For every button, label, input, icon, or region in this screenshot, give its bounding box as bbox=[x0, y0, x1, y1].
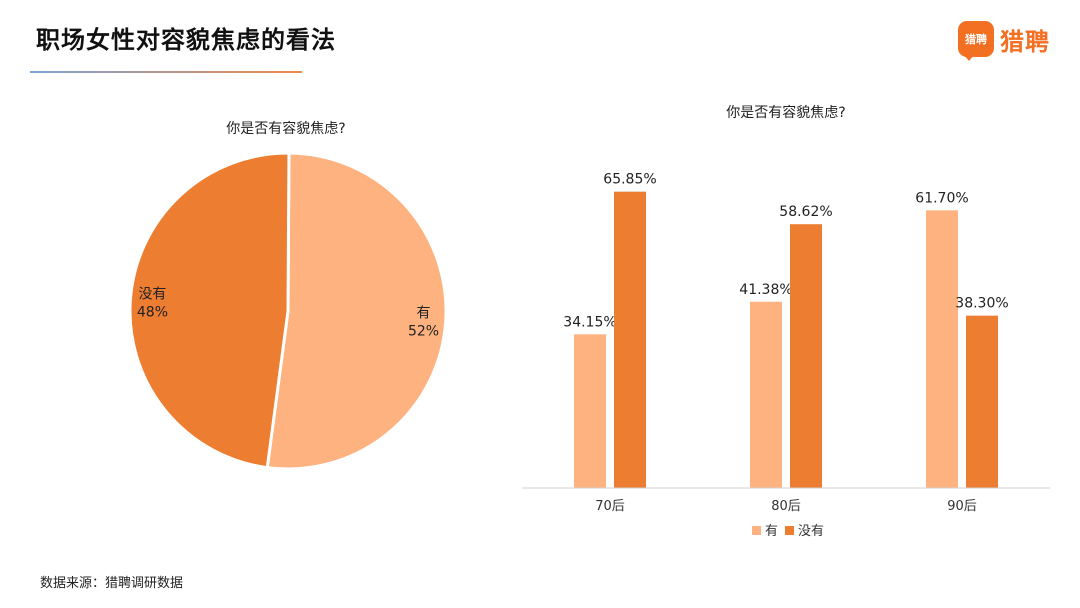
bar-value-label-meiyou-1: 58.62% bbox=[779, 204, 832, 220]
pie-slice-value-0: 52% bbox=[408, 323, 439, 339]
legend-swatch-you bbox=[752, 526, 761, 535]
legend-label-meiyou: 没有 bbox=[798, 524, 824, 539]
bar-you-2 bbox=[926, 210, 958, 488]
bar-you-1 bbox=[750, 301, 782, 488]
bar-you-0 bbox=[574, 334, 606, 488]
bar-meiyou-1 bbox=[790, 224, 822, 488]
pie-slice-label-0: 有 bbox=[417, 305, 431, 321]
bar-value-label-you-0: 34.15% bbox=[563, 314, 616, 330]
bar-meiyou-0 bbox=[614, 191, 646, 489]
page-title: 职场女性对容貌焦虑的看法 bbox=[36, 26, 336, 54]
x-tick-label-80s: 80后 bbox=[771, 499, 801, 514]
pie-chart: 有 52% 没有 48% bbox=[128, 151, 448, 471]
legend-swatch-meiyou bbox=[785, 526, 794, 535]
legend-label-you: 有 bbox=[765, 524, 778, 539]
bar-meiyou-2 bbox=[966, 315, 998, 488]
pie-slice-value-1: 48% bbox=[137, 305, 168, 321]
bar-value-label-you-2: 61.70% bbox=[915, 190, 968, 206]
pie-slice-label-1: 没有 bbox=[138, 287, 166, 303]
title-underline bbox=[30, 71, 302, 73]
x-tick-label-90s: 90后 bbox=[947, 499, 977, 514]
bar-chart: 34.15% 65.85% 41.38% 58.62% 61.70% 38.30% bbox=[563, 172, 1009, 489]
liepin-logo: 猎聘 猎聘 bbox=[958, 20, 1050, 61]
pie-chart-title: 你是否有容貌焦虑? bbox=[226, 120, 345, 137]
data-source-note: 数据来源：猎聘调研数据 bbox=[40, 576, 184, 591]
x-tick-label-70s: 70后 bbox=[595, 499, 625, 514]
logo-chat-bubble-icon: 猎聘 bbox=[958, 21, 994, 61]
pie-slice-1 bbox=[128, 151, 291, 470]
pie-slice-0 bbox=[265, 151, 448, 471]
bar-value-label-you-1: 41.38% bbox=[739, 282, 792, 298]
bar-value-label-meiyou-2: 38.30% bbox=[955, 296, 1008, 312]
bar-value-label-meiyou-0: 65.85% bbox=[603, 172, 656, 188]
logo-text: 猎聘 bbox=[1000, 27, 1050, 56]
bar-chart-legend: 有 没有 bbox=[752, 524, 824, 539]
bar-chart-title: 你是否有容貌焦虑? bbox=[726, 104, 845, 121]
